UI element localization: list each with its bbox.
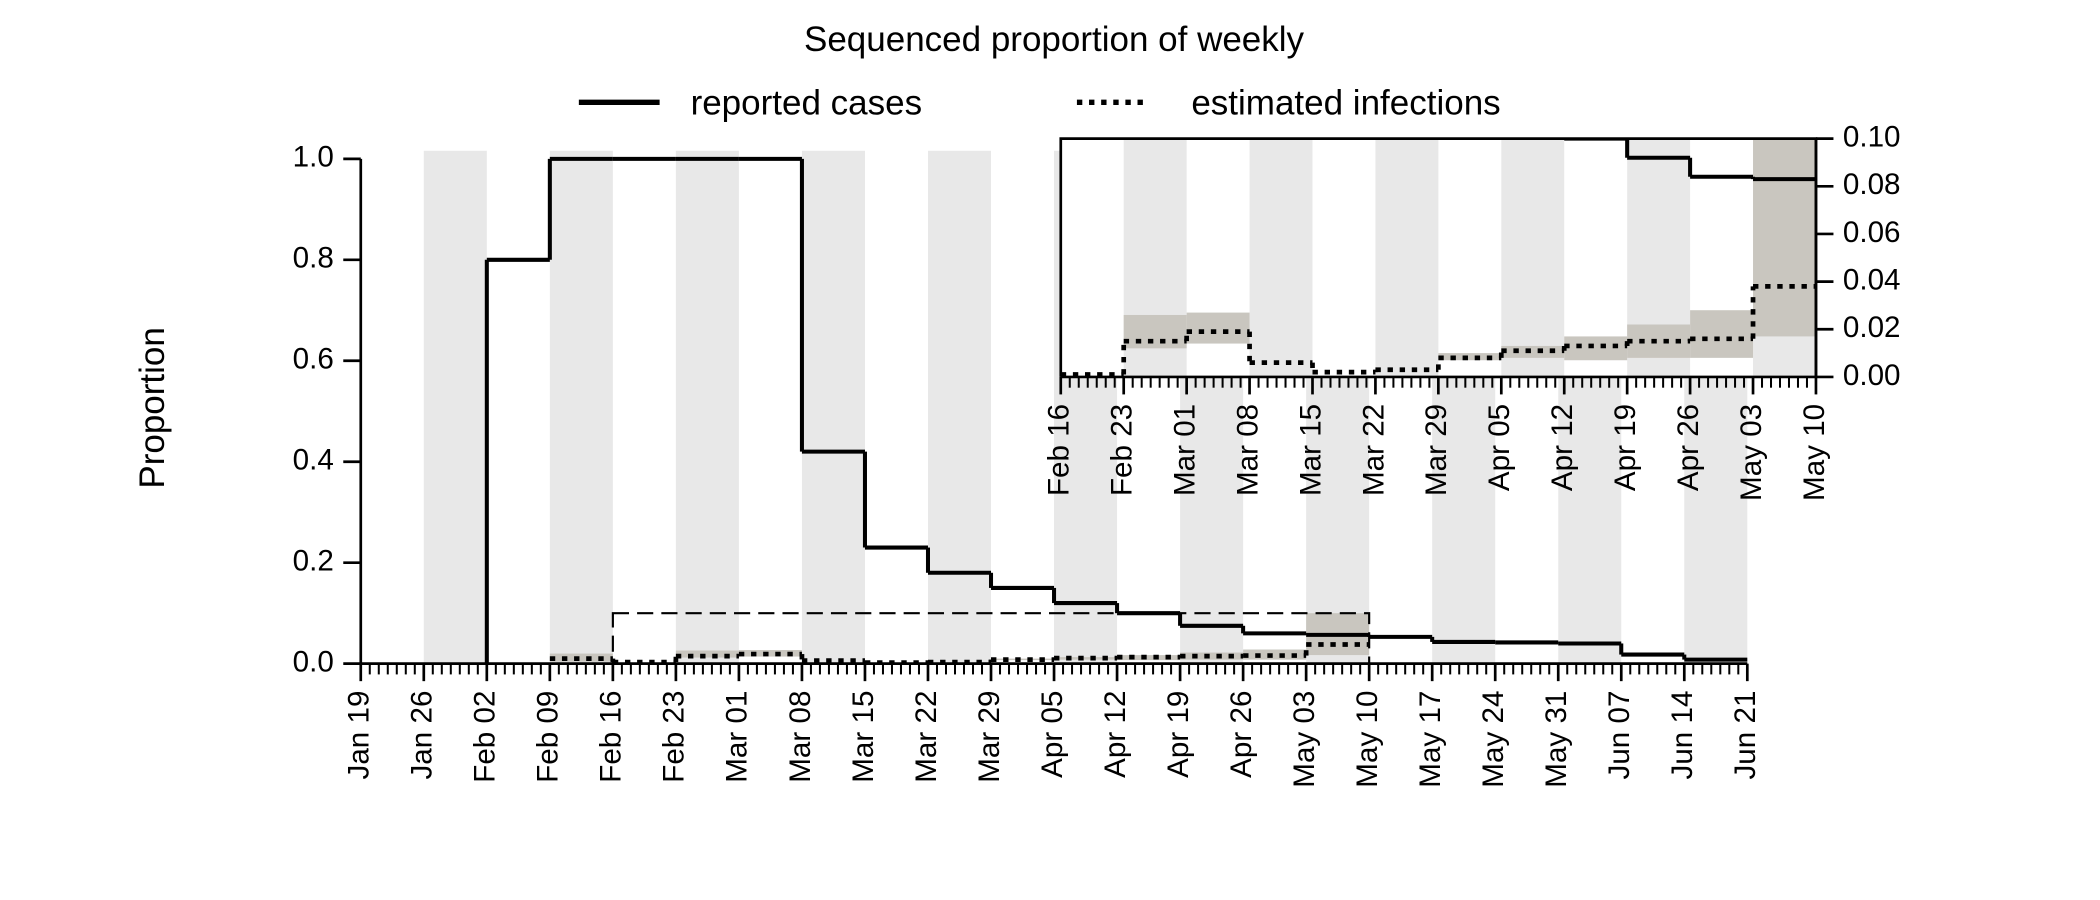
x-tick-label: Mar 08: [1231, 404, 1264, 496]
y-tick-label: 0.02: [1843, 311, 1901, 344]
inset-panel: Feb 16 Feb 23 Mar 01 Mar 08 Mar 15 Mar 22 Mar …: [1043, 120, 1901, 501]
uncertainty-band: [549, 653, 613, 662]
y-tick-label: 0.2: [293, 545, 334, 578]
uncertainty-band: [1180, 652, 1244, 660]
x-tick-label: May 10: [1351, 691, 1384, 788]
x-tick-label: Apr 12: [1546, 404, 1579, 491]
x-tick-label: May 17: [1414, 691, 1447, 788]
uncertainty-band: [1186, 312, 1250, 344]
x-tick-label: Mar 22: [910, 691, 943, 783]
x-tick-label: May 31: [1540, 691, 1573, 788]
x-tick-label: Apr 19: [1609, 404, 1642, 491]
x-tick-label: Feb 23: [1106, 404, 1139, 496]
x-tick-label: May 24: [1477, 691, 1510, 788]
uncertainty-band: [1438, 353, 1502, 361]
uncertainty-band: [1690, 310, 1754, 358]
uncertainty-band: [1117, 655, 1181, 661]
week-shade: [1249, 138, 1313, 377]
x-tick-label: Apr 05: [1036, 691, 1069, 778]
x-tick-label: Feb 16: [595, 691, 628, 783]
x-tick-label: Feb 02: [469, 691, 502, 783]
week-shade: [675, 150, 739, 664]
y-tick-label: 0.06: [1843, 216, 1901, 249]
uncertainty-band: [991, 658, 1055, 661]
x-tick-label: Jan 19: [343, 691, 376, 780]
x-tick-label: Mar 01: [721, 691, 754, 783]
y-tick-label: 0.8: [293, 242, 334, 275]
plot-area: [484, 156, 1748, 665]
x-tick-label: Mar 29: [1420, 404, 1453, 496]
x-tick-label: Mar 22: [1357, 404, 1390, 496]
x-tick-label: May 10: [1798, 404, 1831, 501]
y-axis-label: Proportion: [133, 327, 172, 488]
x-tick-label: May 03: [1735, 404, 1768, 501]
x-tick-label: May 03: [1288, 691, 1321, 788]
plot-area: [1060, 138, 1816, 377]
y-tick-label: 0.00: [1843, 359, 1901, 392]
week-shade: [1375, 138, 1439, 377]
x-tick-label: Mar 08: [784, 691, 817, 783]
uncertainty-band: [675, 650, 739, 658]
x-tick-label: Mar 15: [1294, 404, 1327, 496]
x-tick-label: Mar 15: [847, 691, 880, 783]
uncertainty-band: [1564, 336, 1628, 361]
legend-label: estimated infections: [1191, 83, 1500, 122]
x-tick-label: Apr 19: [1162, 691, 1195, 778]
week-shade: [549, 150, 613, 664]
y-tick-label: 0.04: [1843, 263, 1901, 296]
chart: Sequenced proportion of weekly Proportio…: [133, 20, 1901, 788]
chart-title: Sequenced proportion of weekly: [804, 20, 1305, 59]
week-shade: [423, 150, 487, 664]
x-tick-label: Jun 14: [1666, 691, 1699, 780]
y-tick-label: 0.10: [1843, 120, 1901, 153]
uncertainty-band: [1054, 657, 1118, 660]
y-tick-label: 1.0: [293, 141, 334, 174]
uncertainty-band: [1501, 345, 1565, 358]
week-shade: [801, 150, 865, 664]
uncertainty-band: [1243, 649, 1307, 660]
x-tick-label: Feb 09: [532, 691, 565, 783]
y-tick-label: 0.08: [1843, 168, 1901, 201]
x-tick-label: Apr 26: [1225, 691, 1258, 778]
x-tick-label: Mar 01: [1168, 404, 1201, 496]
legend: reported cases estimated infections: [578, 83, 1501, 122]
uncertainty-band: [738, 650, 802, 657]
x-tick-label: Apr 26: [1672, 404, 1705, 491]
x-tick-label: Feb 23: [658, 691, 691, 783]
y-tick-label: 0.0: [293, 645, 334, 678]
x-tick-label: Feb 16: [1043, 404, 1076, 496]
x-tick-label: Jan 26: [406, 691, 439, 780]
x-tick-label: Jun 07: [1603, 691, 1636, 780]
x-tick-label: Apr 05: [1483, 404, 1516, 491]
x-tick-label: Mar 29: [973, 691, 1006, 783]
week-shade: [1501, 138, 1565, 377]
main-panel: Jan 19 Jan 26 Feb 02 Feb 09 Feb 16 Feb 23 Mar …: [293, 141, 1762, 788]
uncertainty-band: [1753, 138, 1816, 337]
x-tick-label: Jun 21: [1729, 691, 1762, 780]
legend-label: reported cases: [691, 83, 923, 122]
week-shade: [927, 150, 992, 664]
x-tick-label: Apr 12: [1099, 691, 1132, 778]
y-tick-label: 0.4: [293, 444, 334, 477]
inset-region: [611, 612, 1371, 665]
y-tick-label: 0.6: [293, 343, 334, 376]
